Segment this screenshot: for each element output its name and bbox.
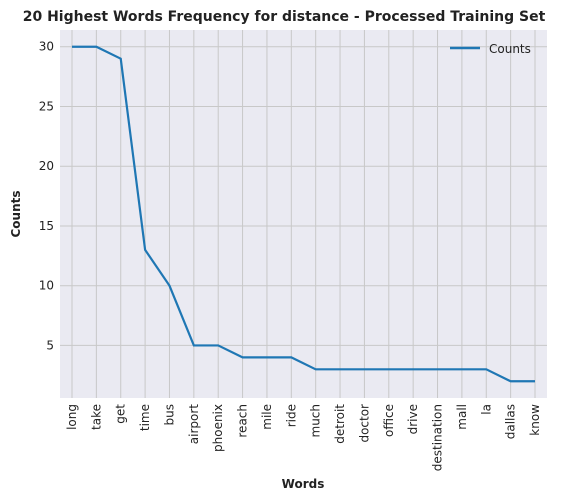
chart-title: 20 Highest Words Frequency for distance … xyxy=(23,9,546,25)
x-tick-label: mall xyxy=(455,404,469,430)
x-tick-label: destination xyxy=(431,404,445,471)
x-tick-label: time xyxy=(138,404,152,431)
grid xyxy=(60,30,547,398)
x-tick-label: bus xyxy=(162,404,176,425)
x-tick-label: mile xyxy=(260,404,274,430)
x-tick-label: la xyxy=(479,404,493,415)
x-tick-label: drive xyxy=(406,404,420,434)
plot-area xyxy=(60,30,547,398)
legend: Counts xyxy=(450,42,531,56)
x-tick-label: long xyxy=(65,404,79,430)
x-tick-label: much xyxy=(309,404,323,438)
y-tick-label: 5 xyxy=(46,338,54,352)
y-tick-label: 15 xyxy=(39,219,54,233)
x-tick-label: take xyxy=(89,404,103,430)
x-tick-label: phoenix xyxy=(211,404,225,452)
series-line-counts xyxy=(72,45,535,383)
x-tick-label: detroit xyxy=(333,404,347,444)
x-tick-label: airport xyxy=(187,404,201,445)
x-tick-label: office xyxy=(382,404,396,437)
x-axis-ticks: long take get time bus airport phoenix reach mil… xyxy=(65,404,542,472)
legend-label-counts: Counts xyxy=(489,42,531,56)
y-axis-label: Counts xyxy=(9,190,23,237)
y-axis-ticks: 5 10 15 20 25 30 xyxy=(39,40,54,353)
x-tick-label: get xyxy=(114,404,128,424)
y-tick-label: 25 xyxy=(39,99,54,113)
y-tick-label: 20 xyxy=(39,159,54,173)
x-axis-label: Words xyxy=(282,477,325,491)
x-tick-label: ride xyxy=(284,404,298,427)
y-tick-label: 30 xyxy=(39,40,54,54)
x-tick-label: reach xyxy=(236,404,250,438)
x-tick-label: doctor xyxy=(357,404,371,443)
y-tick-label: 10 xyxy=(39,279,54,293)
x-tick-label: know xyxy=(528,404,542,436)
x-tick-label: dallas xyxy=(504,404,518,439)
